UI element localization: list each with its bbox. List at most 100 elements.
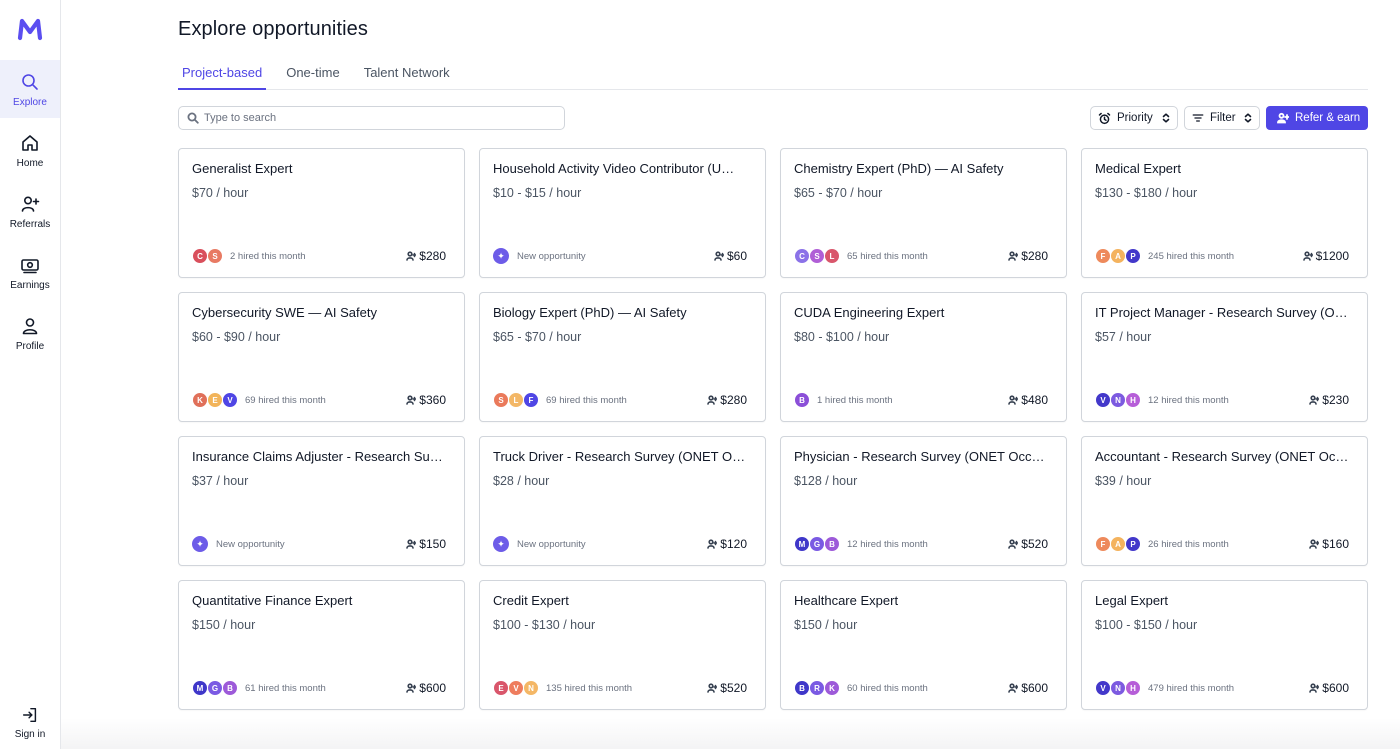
refer-earn-button[interactable]: Refer & earn bbox=[1266, 106, 1368, 130]
avatar: K bbox=[824, 680, 840, 696]
sidebar-item-referrals[interactable]: Referrals bbox=[0, 182, 60, 240]
avatar: S bbox=[809, 248, 825, 264]
sparkle-icon: ✦ bbox=[192, 536, 208, 552]
user-plus-icon bbox=[1277, 112, 1289, 124]
search-input[interactable] bbox=[204, 112, 544, 124]
reward-amount: $230 bbox=[1322, 393, 1349, 407]
referral-reward: $600 bbox=[1309, 681, 1349, 695]
avatar: M bbox=[794, 536, 810, 552]
opportunity-card[interactable]: Household Activity Video Contributor (U…… bbox=[479, 148, 766, 278]
card-footer: S L F 69 hired this month $280 bbox=[493, 392, 747, 408]
referral-reward: $280 bbox=[707, 393, 747, 407]
opportunity-card[interactable]: Credit Expert $100 - $130 / hour E V N 135 hi… bbox=[479, 580, 766, 710]
page-title: Explore opportunities bbox=[178, 18, 368, 40]
sparkle-icon: ✦ bbox=[493, 248, 509, 264]
reward-amount: $280 bbox=[720, 393, 747, 407]
sidebar-item-earnings[interactable]: Earnings bbox=[0, 243, 60, 301]
sidebar-item-home[interactable]: Home bbox=[0, 121, 60, 179]
card-status: 479 hired this month bbox=[1148, 682, 1235, 694]
card-title: Insurance Claims Adjuster - Research Su… bbox=[192, 449, 443, 464]
card-footer: ✦ New opportunity $120 bbox=[493, 536, 747, 552]
referral-reward: $360 bbox=[406, 393, 446, 407]
sign-in-button[interactable]: Sign in bbox=[0, 706, 60, 749]
reward-amount: $160 bbox=[1322, 537, 1349, 551]
opportunity-card[interactable]: Generalist Expert $70 / hour C S 2 hired thi… bbox=[178, 148, 465, 278]
card-status: 245 hired this month bbox=[1148, 250, 1235, 262]
card-rate: $100 - $130 / hour bbox=[493, 618, 596, 632]
filter-label: Filter bbox=[1210, 112, 1236, 124]
filter-icon bbox=[1192, 114, 1204, 122]
card-footer: V N H 479 hired this month $600 bbox=[1095, 680, 1349, 696]
opportunity-card[interactable]: Insurance Claims Adjuster - Research Su…… bbox=[178, 436, 465, 566]
tab-project-based[interactable]: Project-based bbox=[178, 60, 267, 90]
card-title: Quantitative Finance Expert bbox=[192, 593, 353, 608]
tab-bar: Project-based One-time Talent Network bbox=[178, 60, 1368, 90]
user-plus-icon bbox=[21, 196, 40, 212]
avatar: S bbox=[207, 248, 223, 264]
avatar: A bbox=[1110, 536, 1126, 552]
reward-amount: $520 bbox=[1021, 537, 1048, 551]
opportunity-card[interactable]: Accountant - Research Survey (ONET Oc… $3… bbox=[1081, 436, 1368, 566]
card-title: Chemistry Expert (PhD) — AI Safety bbox=[794, 161, 1004, 176]
search-icon bbox=[22, 74, 38, 90]
referral-reward: $600 bbox=[1008, 681, 1048, 695]
user-plus-icon bbox=[1008, 395, 1019, 405]
opportunity-card[interactable]: Healthcare Expert $150 / hour B R K 60 hired … bbox=[780, 580, 1067, 710]
referral-reward: $120 bbox=[707, 537, 747, 551]
card-title: Truck Driver - Research Survey (ONET O… bbox=[493, 449, 746, 464]
avatar: N bbox=[1110, 392, 1126, 408]
opportunity-card[interactable]: Quantitative Finance Expert $150 / hour M G… bbox=[178, 580, 465, 710]
card-status: 69 hired this month bbox=[546, 394, 627, 406]
opportunity-card[interactable]: Cybersecurity SWE — AI Safety $60 - $90 /… bbox=[178, 292, 465, 422]
user-plus-icon bbox=[1008, 539, 1019, 549]
card-rate: $28 / hour bbox=[493, 474, 550, 488]
sidebar-item-explore[interactable]: Explore bbox=[0, 60, 60, 118]
avatar: H bbox=[1125, 392, 1141, 408]
m-logo-icon[interactable] bbox=[17, 17, 43, 41]
avatar: G bbox=[207, 680, 223, 696]
priority-select[interactable]: Priority bbox=[1090, 106, 1178, 130]
user-plus-icon bbox=[707, 539, 718, 549]
card-status: New opportunity bbox=[517, 250, 586, 262]
reward-amount: $600 bbox=[1322, 681, 1349, 695]
avatar: R bbox=[809, 680, 825, 696]
user-plus-icon bbox=[714, 251, 724, 261]
opportunity-card[interactable]: Truck Driver - Research Survey (ONET O… $… bbox=[479, 436, 766, 566]
card-rate: $128 / hour bbox=[794, 474, 858, 488]
card-rate: $65 - $70 / hour bbox=[794, 186, 883, 200]
card-rate: $60 - $90 / hour bbox=[192, 330, 281, 344]
card-rate: $10 - $15 / hour bbox=[493, 186, 582, 200]
card-title: Generalist Expert bbox=[192, 161, 293, 176]
card-title: Medical Expert bbox=[1095, 161, 1181, 176]
tab-talent-network[interactable]: Talent Network bbox=[363, 65, 450, 80]
card-footer: M G B 12 hired this month $520 bbox=[794, 536, 1048, 552]
avatar: V bbox=[1095, 392, 1111, 408]
card-footer: ✦ New opportunity $60 bbox=[493, 248, 747, 264]
opportunity-card[interactable]: IT Project Manager - Research Survey (O…… bbox=[1081, 292, 1368, 422]
card-status: 65 hired this month bbox=[847, 250, 928, 262]
avatar-group: B bbox=[794, 392, 810, 408]
avatar: N bbox=[523, 680, 539, 696]
reward-amount: $600 bbox=[1021, 681, 1048, 695]
opportunity-card[interactable]: Biology Expert (PhD) — AI Safety $65 - $7… bbox=[479, 292, 766, 422]
filter-select[interactable]: Filter bbox=[1184, 106, 1260, 130]
card-rate: $57 / hour bbox=[1095, 330, 1152, 344]
opportunity-card[interactable]: Legal Expert $100 - $150 / hour V N H 479 hir… bbox=[1081, 580, 1368, 710]
card-status: New opportunity bbox=[517, 538, 586, 550]
opportunity-card[interactable]: Chemistry Expert (PhD) — AI Safety $65 - … bbox=[780, 148, 1067, 278]
referral-reward: $480 bbox=[1008, 393, 1048, 407]
sidebar-item-profile[interactable]: Profile bbox=[0, 304, 60, 362]
tab-one-time[interactable]: One-time bbox=[286, 65, 340, 80]
chevron-up-down-icon bbox=[1244, 113, 1252, 123]
opportunity-card[interactable]: CUDA Engineering Expert $80 - $100 / hour… bbox=[780, 292, 1067, 422]
opportunity-card[interactable]: Physician - Research Survey (ONET Occ… $1… bbox=[780, 436, 1067, 566]
card-footer: B R K 60 hired this month $600 bbox=[794, 680, 1048, 696]
opportunity-card[interactable]: Medical Expert $130 - $180 / hour F A P 245 h… bbox=[1081, 148, 1368, 278]
sidebar-item-label: Profile bbox=[15, 341, 45, 352]
